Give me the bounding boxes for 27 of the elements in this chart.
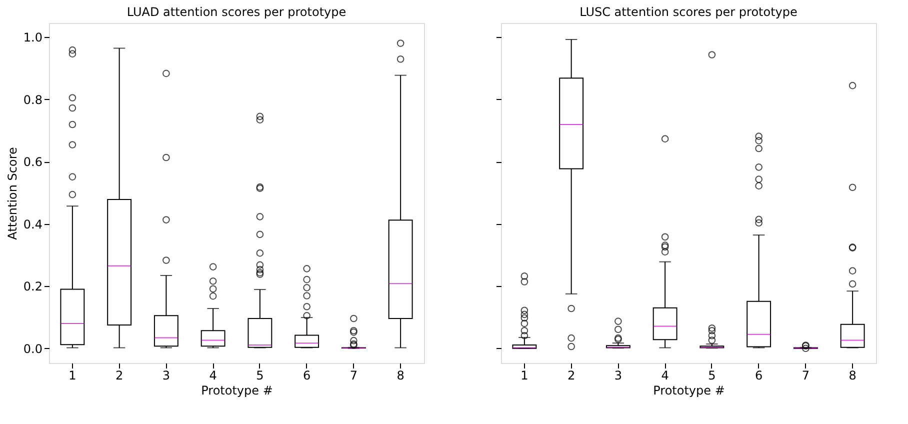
- chart-title: LUSC attention scores per prototype: [580, 5, 798, 19]
- y-tick-label: 0.4: [23, 217, 42, 232]
- x-tick-label: 7: [802, 368, 810, 382]
- x-axis-title: Prototype #: [653, 384, 725, 398]
- x-tick-label: 1: [68, 368, 76, 382]
- x-tick-label: 8: [396, 368, 404, 382]
- x-tick-label: 2: [115, 368, 124, 382]
- chart-title: LUAD attention scores per prototype: [126, 5, 346, 19]
- x-tick-label: 6: [754, 368, 763, 382]
- y-tick-label: 0.6: [23, 155, 42, 170]
- x-tick-label: 3: [162, 368, 170, 382]
- y-tick-label: 0.8: [23, 92, 42, 107]
- y-tick-label: 0.2: [23, 280, 42, 294]
- x-tick-label: 4: [661, 368, 669, 382]
- x-tick-label: 3: [614, 368, 622, 382]
- x-tick-label: 4: [209, 368, 217, 382]
- y-tick-label: 1.0: [23, 30, 42, 45]
- y-tick-label: 0.0: [23, 342, 42, 356]
- x-tick-label: 5: [256, 368, 264, 382]
- x-axis-title: Prototype #: [201, 384, 273, 398]
- x-tick-label: 5: [708, 368, 716, 382]
- y-axis-title: Attention Score: [5, 147, 20, 240]
- x-tick-label: 7: [350, 368, 358, 382]
- x-tick-label: 8: [848, 368, 856, 382]
- x-tick-label: 6: [302, 368, 311, 382]
- x-tick-label: 1: [520, 368, 528, 382]
- x-tick-label: 2: [567, 368, 576, 382]
